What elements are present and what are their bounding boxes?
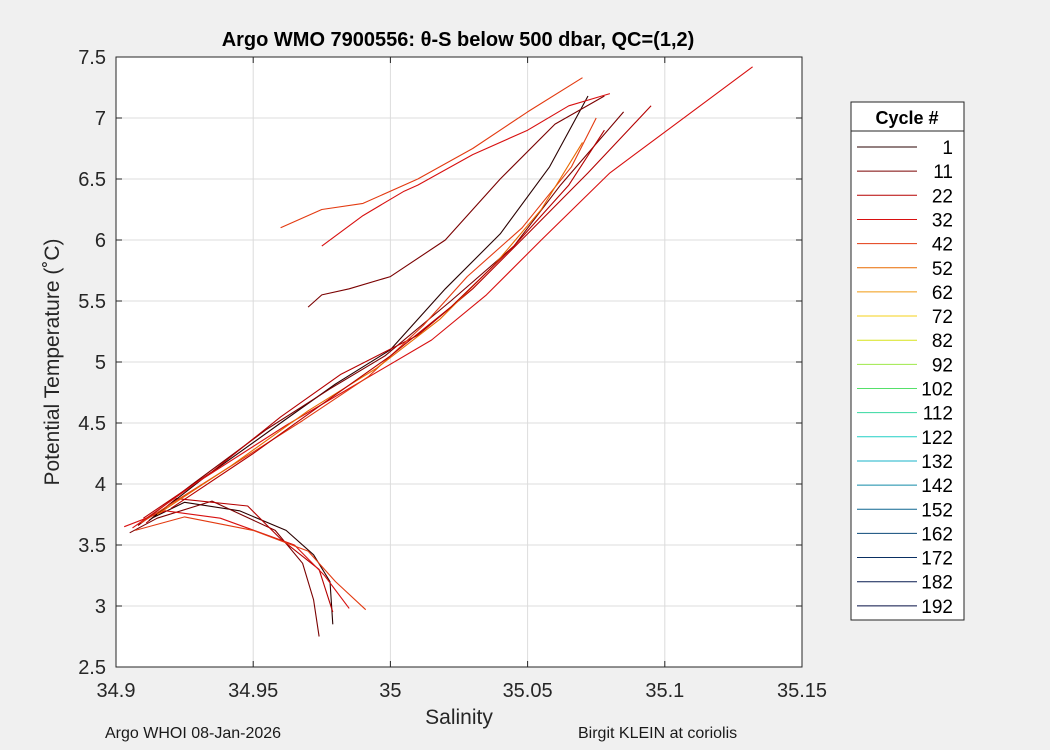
legend-label: 112 bbox=[923, 404, 953, 425]
legend-label: 52 bbox=[932, 259, 953, 280]
footer-left-text: Argo WHOI 08-Jan-2026 bbox=[105, 725, 282, 742]
legend-label: 142 bbox=[921, 476, 953, 497]
y-tick-label: 7.5 bbox=[78, 47, 106, 69]
legend-label: 172 bbox=[921, 549, 953, 570]
series-line-14 bbox=[280, 77, 583, 229]
series-line-6 bbox=[137, 111, 625, 526]
x-tick-label: 35.1 bbox=[645, 680, 684, 702]
y-tick-label: 3 bbox=[95, 596, 106, 618]
legend: Cycle # 11122324252627282921021121221321… bbox=[850, 101, 965, 621]
y-tick-label: 3.5 bbox=[78, 535, 106, 557]
y-tick-label: 4.5 bbox=[78, 413, 106, 435]
legend-label: 72 bbox=[932, 307, 953, 328]
legend-label: 102 bbox=[921, 380, 953, 401]
legend-label: 11 bbox=[933, 162, 953, 183]
y-tick-label: 5.5 bbox=[78, 291, 106, 313]
grid-lines bbox=[115, 56, 803, 668]
y-tick-label: 5 bbox=[95, 352, 106, 374]
legend-label: 132 bbox=[921, 452, 953, 473]
data-series bbox=[124, 66, 753, 637]
series-line-0 bbox=[151, 501, 334, 625]
legend-label: 82 bbox=[932, 331, 953, 352]
legend-label: 152 bbox=[921, 500, 953, 521]
legend-label: 1 bbox=[942, 138, 953, 159]
legend-label: 162 bbox=[921, 524, 953, 545]
series-line-7 bbox=[143, 105, 652, 519]
y-tick-label: 6 bbox=[95, 230, 106, 252]
axis-ticks: 34.9 34.95 35 35.05 35.1 35.15 2.5 3 3.5 4 4.5 5 5.5… bbox=[78, 47, 827, 702]
legend-label: 92 bbox=[932, 355, 953, 376]
legend-label: 192 bbox=[921, 597, 953, 618]
x-axis-label: Salinity bbox=[425, 706, 493, 729]
series-line-4 bbox=[135, 516, 367, 611]
legend-label: 42 bbox=[932, 235, 953, 256]
series-line-13 bbox=[321, 93, 611, 247]
y-tick-label: 6.5 bbox=[78, 169, 106, 191]
legend-label: 182 bbox=[921, 573, 953, 594]
legend-title: Cycle # bbox=[875, 108, 938, 128]
series-line-12 bbox=[307, 95, 605, 308]
legend-label: 122 bbox=[921, 428, 953, 449]
series-line-8 bbox=[132, 66, 753, 529]
x-tick-label: 35 bbox=[379, 680, 401, 702]
series-line-5 bbox=[148, 95, 589, 522]
x-tick-label: 34.95 bbox=[228, 680, 278, 702]
legend-label: 32 bbox=[932, 210, 953, 231]
x-tick-label: 35.05 bbox=[503, 680, 553, 702]
series-line-10 bbox=[156, 142, 583, 515]
series-line-1 bbox=[129, 500, 320, 637]
chart-title: Argo WMO 7900556: θ-S below 500 dbar, QC… bbox=[222, 29, 695, 51]
x-tick-label: 35.15 bbox=[777, 680, 827, 702]
series-line-11 bbox=[170, 129, 605, 509]
x-tick-label: 34.9 bbox=[97, 680, 136, 702]
y-axis-label: Potential Temperature (˚C) bbox=[41, 238, 64, 485]
y-tick-label: 4 bbox=[95, 474, 106, 496]
legend-label: 62 bbox=[932, 283, 953, 304]
y-tick-label: 2.5 bbox=[78, 657, 106, 679]
legend-label: 22 bbox=[932, 186, 953, 207]
footer-right-text: Birgit KLEIN at coriolis bbox=[578, 725, 738, 742]
y-tick-label: 7 bbox=[95, 108, 106, 130]
